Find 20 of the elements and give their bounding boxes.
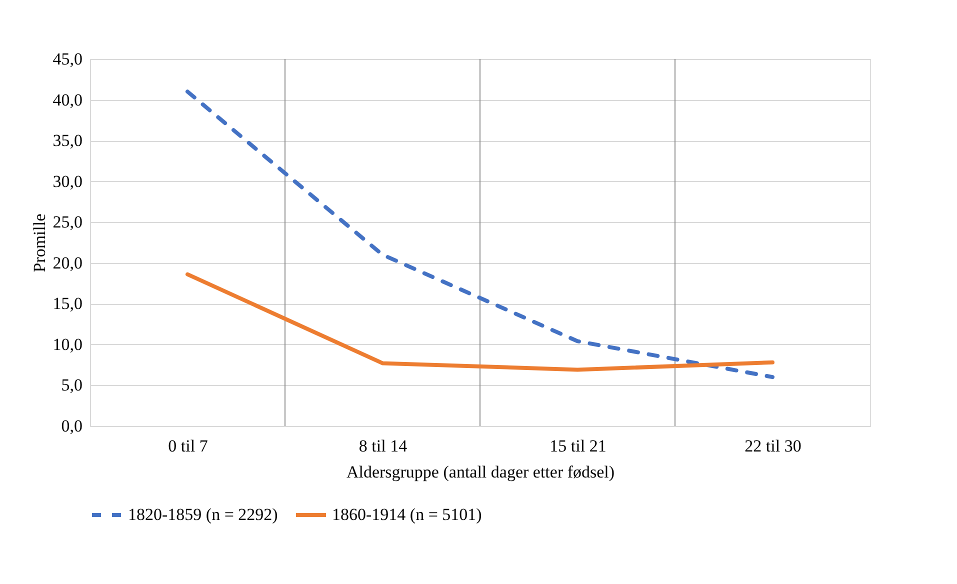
y-tick-label: 45,0: [52, 50, 82, 68]
x-tick-label: 22 til 30: [744, 436, 802, 456]
y-tick-label: 0,0: [61, 416, 82, 436]
y-tick-label: 15,0: [52, 294, 82, 314]
x-tick-label: 8 til 14: [358, 436, 408, 456]
x-axis-title: Aldersgruppe (antall dager etter fødsel): [346, 462, 615, 482]
y-tick-label: 20,0: [52, 253, 82, 272]
x-tick-label: 0 til 7: [168, 436, 208, 456]
legend-label: 1820-1859 (n = 2292): [128, 505, 278, 524]
y-tick-label: 5,0: [61, 376, 82, 395]
y-tick-label: 30,0: [52, 172, 82, 191]
y-tick-label: 10,0: [52, 334, 82, 354]
line-series: [186, 90, 774, 380]
y-tick-label: 40,0: [52, 90, 82, 110]
x-tick-label: 15 til 21: [550, 436, 606, 456]
legend-label: 1860-1914 (n = 5101): [332, 505, 482, 524]
y-axis-title: Promille: [30, 214, 49, 272]
y-tick-label: 35,0: [52, 131, 82, 150]
line-series: [186, 272, 774, 372]
y-tick-label: 25,0: [52, 212, 82, 232]
